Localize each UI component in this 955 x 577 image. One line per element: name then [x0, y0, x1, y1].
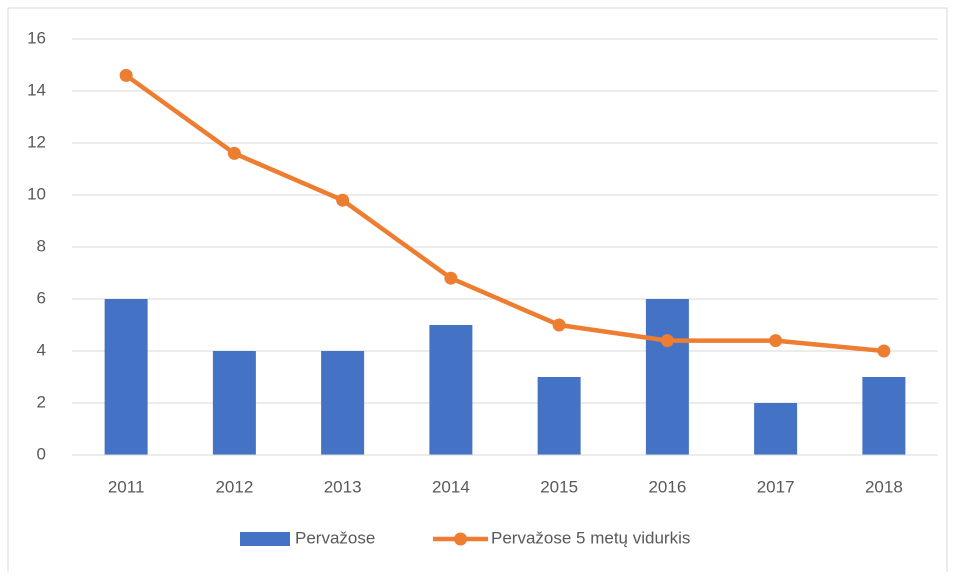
bar [212, 351, 256, 455]
x-tick-label: 2014 [432, 477, 470, 496]
y-tick-label: 4 [37, 340, 46, 359]
bar [429, 325, 473, 455]
bar [645, 299, 689, 455]
line-marker [660, 334, 674, 348]
y-tick-label: 2 [37, 392, 46, 411]
bar [537, 377, 581, 455]
x-tick-label: 2012 [215, 477, 253, 496]
x-tick-label: 2017 [757, 477, 795, 496]
line-marker [227, 146, 241, 160]
line-marker [119, 68, 133, 82]
legend-swatch [240, 532, 290, 546]
legend-swatch [454, 532, 467, 546]
x-tick-label: 2015 [540, 477, 578, 496]
bar [321, 351, 365, 455]
line-marker [552, 318, 566, 332]
y-tick-label: 0 [37, 444, 46, 463]
line-marker [336, 193, 350, 207]
bar [862, 377, 906, 455]
x-tick-label: 2011 [108, 477, 145, 496]
y-tick-label: 12 [27, 132, 46, 151]
bar [754, 403, 798, 455]
legend-label: Pervažose 5 metų vidurkis [491, 528, 690, 547]
y-tick-label: 16 [27, 28, 46, 47]
x-tick-label: 2013 [324, 477, 362, 496]
x-tick-label: 2016 [648, 477, 686, 496]
y-tick-label: 6 [37, 288, 46, 307]
legend-label: Pervažose [295, 528, 375, 547]
line-marker [769, 334, 783, 348]
y-tick-label: 10 [27, 184, 46, 203]
line-marker [877, 344, 891, 358]
y-tick-label: 8 [37, 236, 46, 255]
line-marker [444, 271, 458, 285]
y-tick-label: 14 [27, 80, 46, 99]
line [124, 73, 885, 354]
bar [104, 299, 148, 455]
x-tick-label: 2018 [865, 477, 903, 496]
